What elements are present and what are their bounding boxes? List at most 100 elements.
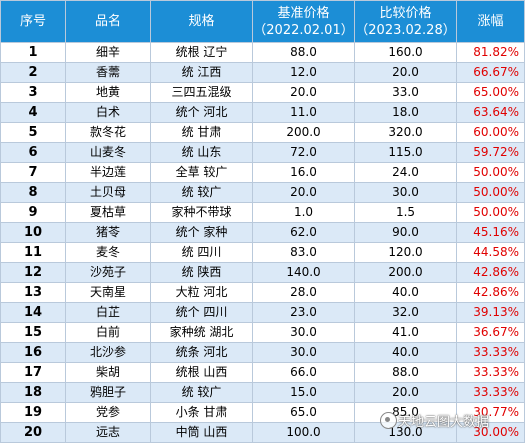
cell-base-price: 20.0 [252, 182, 355, 203]
cell-change: 39.13% [456, 302, 525, 323]
cell-name: 半边莲 [65, 162, 151, 183]
header-compare-price-label: 比较价格 [379, 5, 432, 21]
cell-spec: 统根 山西 [150, 362, 253, 383]
table-row: 6 山麦冬统 山东 72.0 115.0 59.72% [0, 142, 525, 163]
cell-spec: 统根 辽宁 [150, 42, 253, 63]
cell-index: 18 [0, 382, 66, 403]
cell-index: 9 [0, 202, 66, 223]
cell-index: 5 [0, 122, 66, 143]
table-row: 10 猪苓 统个 家种 62.0 90.0 45.16% [0, 222, 525, 243]
cell-spec: 统 四川 [150, 242, 253, 263]
cell-name: 沙苑子 [65, 262, 151, 283]
cell-base-price: 62.0 [252, 222, 355, 243]
cell-base-price: 30.0 [252, 342, 355, 363]
cell-change: 33.33% [456, 362, 525, 383]
cell-change: 81.82% [456, 42, 525, 63]
cell-name: 白芷 [65, 302, 151, 323]
cell-change: 59.72% [456, 142, 525, 163]
cell-spec: 小条 甘肃 [150, 402, 253, 423]
table-body: 1 细辛 统根 辽宁 88.0 160.0 81.82% 2 香薷统 江西 12.0 20.0 66… [0, 42, 525, 443]
cell-base-price: 30.0 [252, 322, 355, 343]
cell-change: 33.33% [456, 342, 525, 363]
cell-base-price: 66.0 [252, 362, 355, 383]
watermark-logo-icon [380, 412, 397, 429]
cell-name: 麦冬 [65, 242, 151, 263]
table-header-row: 序号 品名 规格 基准价格 （2022.02.01） 比较价格 （2023.02… [0, 0, 525, 43]
cell-spec: 统 陕西 [150, 262, 253, 283]
cell-change: 65.00% [456, 82, 525, 103]
cell-change: 50.00% [456, 162, 525, 183]
header-compare-date: （2023.02.28） [355, 22, 456, 38]
cell-index: 14 [0, 302, 66, 323]
cell-index: 1 [0, 42, 66, 63]
cell-compare-price: 33.0 [354, 82, 457, 103]
cell-change: 30.77% [456, 402, 525, 423]
cell-change: 60.00% [456, 122, 525, 143]
cell-compare-price: 32.0 [354, 302, 457, 323]
table-row: 5 款冬花统 甘肃 200.0 320.0 60.00% [0, 122, 525, 143]
cell-compare-price: 41.0 [354, 322, 457, 343]
cell-base-price: 15.0 [252, 382, 355, 403]
cell-change: 63.64% [456, 102, 525, 123]
cell-index: 16 [0, 342, 66, 363]
cell-base-price: 65.0 [252, 402, 355, 423]
cell-name: 山麦冬 [65, 142, 151, 163]
cell-name: 款冬花 [65, 122, 151, 143]
cell-spec: 统 较广 [150, 382, 253, 403]
header-base-price: 基准价格 （2022.02.01） [252, 0, 355, 43]
cell-name: 夏枯草 [65, 202, 151, 223]
table-row: 19 党参 小条 甘肃 65.0 85.0 30.77% [0, 402, 525, 423]
cell-change: 30.00% [456, 422, 525, 443]
cell-name: 天南星 [65, 282, 151, 303]
cell-change: 42.86% [456, 282, 525, 303]
table-row: 15 白前 家种统 湖北 30.0 41.0 36.67% [0, 322, 525, 343]
cell-compare-price: 160.0 [354, 42, 457, 63]
cell-index: 8 [0, 182, 66, 203]
cell-compare-price: 30.0 [354, 182, 457, 203]
cell-spec: 统条 河北 [150, 342, 253, 363]
cell-index: 20 [0, 422, 66, 443]
cell-spec: 统个 四川 [150, 302, 253, 323]
table-row: 12 沙苑子统 陕西 140.0 200.0 42.86% [0, 262, 525, 283]
cell-index: 3 [0, 82, 66, 103]
table-row: 14 白芷 统个 四川 23.0 32.0 39.13% [0, 302, 525, 323]
header-change: 涨幅 [456, 0, 525, 43]
cell-spec: 三四五混级 [150, 82, 253, 103]
cell-compare-price: 18.0 [354, 102, 457, 123]
cell-index: 2 [0, 62, 66, 83]
cell-name: 地黄 [65, 82, 151, 103]
header-base-price-label: 基准价格 [277, 5, 330, 21]
cell-name: 细辛 [65, 42, 151, 63]
cell-base-price: 12.0 [252, 62, 355, 83]
cell-base-price: 100.0 [252, 422, 355, 443]
cell-base-price: 16.0 [252, 162, 355, 183]
cell-index: 10 [0, 222, 66, 243]
cell-index: 6 [0, 142, 66, 163]
header-compare-price: 比较价格 （2023.02.28） [354, 0, 457, 43]
watermark-text: 天地云图大数据 [398, 415, 490, 430]
cell-index: 7 [0, 162, 66, 183]
cell-compare-price: 40.0 [354, 282, 457, 303]
cell-spec: 全草 较广 [150, 162, 253, 183]
table-row: 2 香薷统 江西 12.0 20.0 66.67% [0, 62, 525, 83]
cell-spec: 统个 家种 [150, 222, 253, 243]
cell-compare-price: 120.0 [354, 242, 457, 263]
cell-name: 北沙参 [65, 342, 151, 363]
table-row: 11 麦冬统 四川 83.0 120.0 44.58% [0, 242, 525, 263]
cell-change: 50.00% [456, 202, 525, 223]
cell-change: 44.58% [456, 242, 525, 263]
cell-base-price: 83.0 [252, 242, 355, 263]
cell-index: 17 [0, 362, 66, 383]
table-row: 13 天南星 大粒 河北 28.0 40.0 42.86% [0, 282, 525, 303]
cell-compare-price: 200.0 [354, 262, 457, 283]
cell-spec: 统个 河北 [150, 102, 253, 123]
cell-name: 党参 [65, 402, 151, 423]
cell-change: 45.16% [456, 222, 525, 243]
cell-base-price: 28.0 [252, 282, 355, 303]
cell-change: 66.67% [456, 62, 525, 83]
cell-name: 鸦胆子 [65, 382, 151, 403]
cell-index: 19 [0, 402, 66, 423]
cell-spec: 家种统 湖北 [150, 322, 253, 343]
cell-base-price: 1.0 [252, 202, 355, 223]
